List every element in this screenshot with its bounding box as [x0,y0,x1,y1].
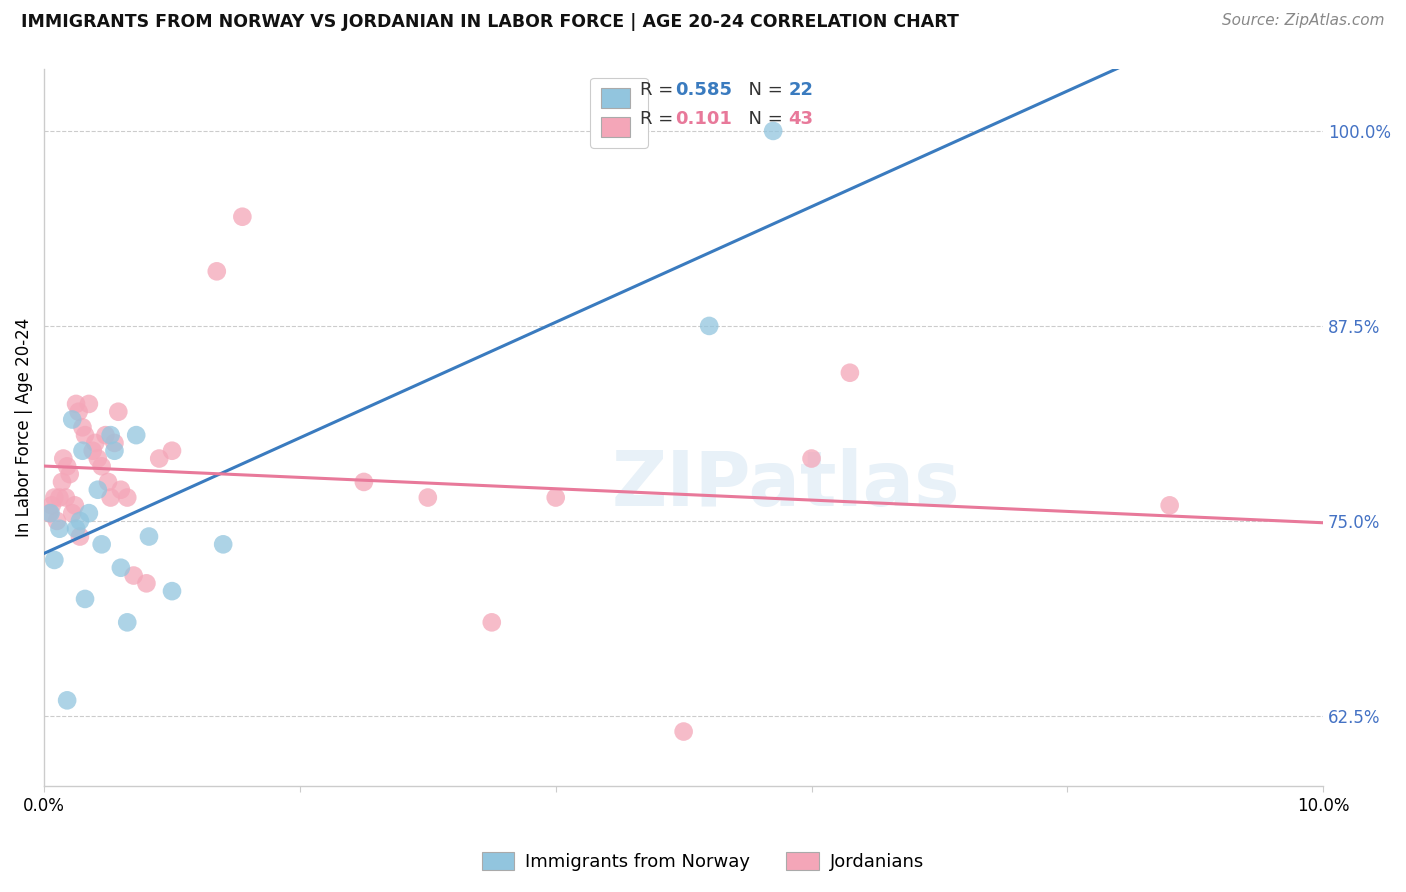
Point [544,491,567,505]
Point [69,529,91,543]
Point [39,506,62,520]
Point [63,499,86,513]
Point [59,467,82,482]
Text: 0.101: 0.101 [675,110,731,128]
Point [231,210,253,224]
Point [103,436,125,450]
Point [56,693,79,707]
Text: IMMIGRANTS FROM NORWAY VS JORDANIAN IN LABOR FORCE | AGE 20-24 CORRELATION CHART: IMMIGRANTS FROM NORWAY VS JORDANIAN IN L… [21,13,959,31]
Point [103,443,125,458]
Point [110,483,132,497]
Text: 0.585: 0.585 [675,81,731,99]
Legend: Immigrants from Norway, Jordanians: Immigrants from Norway, Jordanians [475,845,931,879]
Text: 22: 22 [789,81,814,99]
Point [672,724,695,739]
Point [800,451,823,466]
Point [94,428,117,442]
Text: N =: N = [737,110,783,128]
Point [90,537,112,551]
Point [72,443,94,458]
Point [69,514,91,528]
Point [148,451,170,466]
Point [97,475,120,489]
Point [125,428,148,442]
Point [87,483,110,497]
Point [38,506,60,520]
Point [60,412,83,426]
Point [90,459,112,474]
Point [135,576,157,591]
Point [52,451,75,466]
Point [160,443,183,458]
Point [160,584,183,599]
Point [87,451,110,466]
Point [1159,499,1181,513]
Point [41,499,63,513]
Point [205,264,228,278]
Point [73,591,96,606]
Text: ZIPatlas: ZIPatlas [612,448,960,522]
Point [762,124,785,138]
Text: R =: R = [640,81,673,99]
Point [117,615,139,630]
Point [138,529,160,543]
Text: 43: 43 [789,110,814,128]
Point [212,537,235,551]
Text: N =: N = [737,81,783,99]
Point [353,475,375,489]
Point [77,397,100,411]
Y-axis label: In Labor Force | Age 20-24: In Labor Force | Age 20-24 [15,318,32,537]
Text: R =: R = [640,110,673,128]
Point [838,366,860,380]
Point [60,506,83,520]
Point [481,615,503,630]
Point [44,491,66,505]
Point [100,428,122,442]
Text: Source: ZipAtlas.com: Source: ZipAtlas.com [1222,13,1385,29]
Legend: , : , [591,78,648,148]
Point [48,491,70,505]
Point [107,405,129,419]
Point [84,436,107,450]
Point [73,428,96,442]
Point [65,397,87,411]
Point [697,318,720,333]
Point [51,475,73,489]
Point [44,553,66,567]
Point [48,522,70,536]
Point [72,420,94,434]
Point [45,514,67,528]
Point [55,491,77,505]
Point [110,560,132,574]
Point [56,459,79,474]
Point [416,491,439,505]
Point [100,491,122,505]
Point [77,506,100,520]
Point [65,522,87,536]
Point [122,568,145,582]
Point [67,405,90,419]
Point [82,443,104,458]
Point [117,491,139,505]
